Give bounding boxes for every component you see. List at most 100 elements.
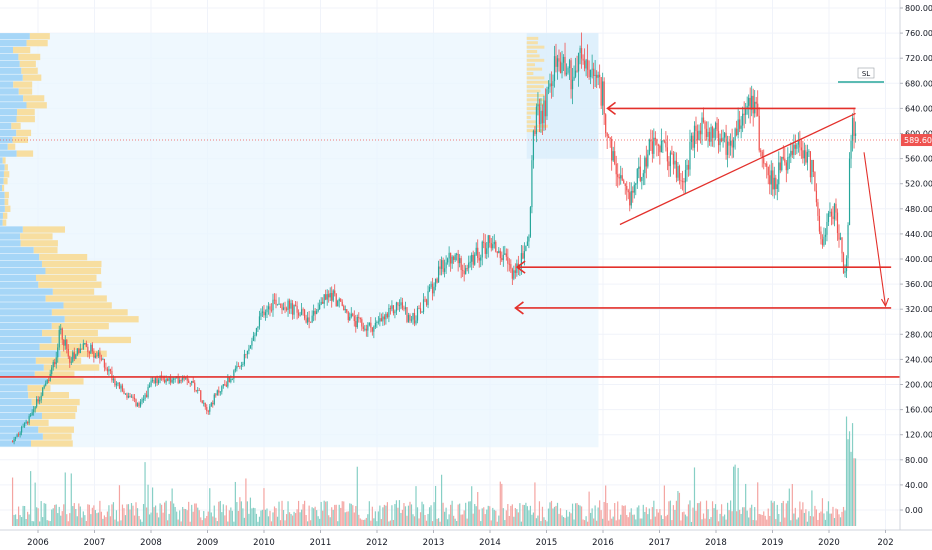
candle-up bbox=[219, 391, 221, 393]
volume-profile-bar-down bbox=[16, 150, 34, 157]
volume-bar bbox=[787, 500, 789, 526]
volume-bar bbox=[344, 512, 346, 526]
candle-up bbox=[556, 58, 559, 67]
volume-bar bbox=[695, 510, 697, 526]
candle-down bbox=[490, 242, 492, 249]
volume-bar bbox=[314, 506, 316, 526]
volume-bar bbox=[410, 504, 413, 526]
volume-bar bbox=[680, 520, 682, 526]
volume-bar bbox=[635, 519, 637, 526]
candle-up bbox=[320, 301, 322, 305]
candle-down bbox=[365, 328, 367, 331]
candle-down bbox=[269, 306, 271, 310]
volume-bar bbox=[379, 505, 381, 526]
volume-bar bbox=[796, 519, 798, 526]
candle-up bbox=[701, 117, 703, 135]
volume-bar bbox=[257, 521, 259, 526]
candle-up bbox=[571, 79, 574, 90]
volume-bar bbox=[111, 504, 113, 526]
candle-up bbox=[282, 307, 285, 310]
candle-down bbox=[194, 382, 196, 391]
volume-bar bbox=[847, 439, 849, 526]
candle-down bbox=[651, 141, 653, 154]
candle-up bbox=[261, 311, 264, 313]
volume-bar bbox=[267, 516, 270, 526]
volume-bar bbox=[459, 503, 461, 526]
volume-bar bbox=[36, 507, 38, 526]
candle-down bbox=[457, 253, 459, 264]
volume-bar bbox=[294, 513, 297, 526]
candle-up bbox=[39, 400, 41, 402]
candle-down bbox=[201, 400, 203, 404]
candle-up bbox=[686, 164, 688, 170]
candle-up bbox=[46, 379, 48, 384]
candle-up bbox=[127, 396, 130, 398]
candle-down bbox=[496, 251, 498, 254]
candle-up bbox=[847, 225, 849, 259]
volume-profile-bar-down bbox=[2, 212, 8, 219]
volume-bar bbox=[183, 508, 185, 526]
trendline bbox=[619, 112, 856, 226]
y-tick-label: 800.00 bbox=[905, 4, 932, 13]
candle-up bbox=[388, 308, 390, 318]
volume-bar bbox=[376, 521, 378, 526]
candle-up bbox=[222, 384, 224, 387]
candle-up bbox=[504, 253, 506, 255]
legend-box[interactable] bbox=[857, 67, 875, 79]
volume-bar bbox=[580, 506, 583, 526]
volume-bar bbox=[79, 506, 81, 526]
candle-down bbox=[484, 242, 486, 254]
candle-up bbox=[553, 56, 556, 82]
volume-bar bbox=[14, 514, 17, 526]
volume-bar bbox=[307, 521, 309, 526]
x-tick-label: 2016 bbox=[592, 538, 614, 548]
volume-profile-bar-up bbox=[0, 164, 5, 171]
volume-bar bbox=[311, 507, 313, 526]
volume-bar bbox=[16, 519, 18, 526]
candle-up bbox=[373, 326, 375, 332]
volume-bar bbox=[398, 500, 401, 526]
volume-profile-bar-up bbox=[0, 184, 3, 192]
volume-bar bbox=[708, 519, 711, 526]
volume-bar bbox=[117, 521, 119, 526]
volume-bar bbox=[48, 520, 50, 526]
volume-profile-bar-down bbox=[36, 274, 97, 281]
candle-down bbox=[285, 308, 288, 310]
volume-bar bbox=[341, 501, 343, 526]
volume-bar bbox=[465, 502, 467, 526]
volume-profile-bar-up bbox=[0, 46, 14, 54]
candle-down bbox=[600, 77, 602, 106]
last-price-label: 589.60 bbox=[904, 136, 932, 145]
candle-down bbox=[626, 185, 628, 191]
candle-down bbox=[17, 434, 20, 436]
volume-bar bbox=[343, 501, 345, 526]
volume-bar bbox=[358, 514, 360, 526]
candle-down bbox=[736, 128, 738, 135]
volume-bar bbox=[710, 517, 712, 526]
candle-down bbox=[87, 346, 89, 352]
candle-up bbox=[612, 151, 614, 161]
volume-bar bbox=[574, 503, 577, 526]
candle-up bbox=[737, 119, 739, 135]
candle-down bbox=[401, 302, 404, 309]
y-tick-label: 0.00 bbox=[905, 506, 923, 515]
volume-bar bbox=[234, 481, 236, 526]
candle-down bbox=[580, 48, 583, 59]
volume-profile-bar-recent bbox=[526, 115, 531, 119]
volume-profile-bar-up bbox=[0, 309, 52, 316]
candle-down bbox=[775, 177, 777, 190]
volume-bar bbox=[705, 500, 708, 526]
volume-bar bbox=[281, 500, 283, 526]
volume-bar bbox=[618, 519, 620, 526]
candle-up bbox=[543, 100, 545, 124]
candle-down bbox=[67, 348, 69, 357]
candle-up bbox=[209, 406, 211, 412]
volume-bar bbox=[304, 500, 306, 526]
candle-down bbox=[501, 258, 503, 261]
volume-bar bbox=[192, 511, 194, 526]
volume-bar bbox=[478, 509, 480, 526]
volume-bar bbox=[844, 510, 846, 526]
volume-bar bbox=[790, 520, 792, 526]
volume-profile-bar-down bbox=[18, 53, 41, 61]
